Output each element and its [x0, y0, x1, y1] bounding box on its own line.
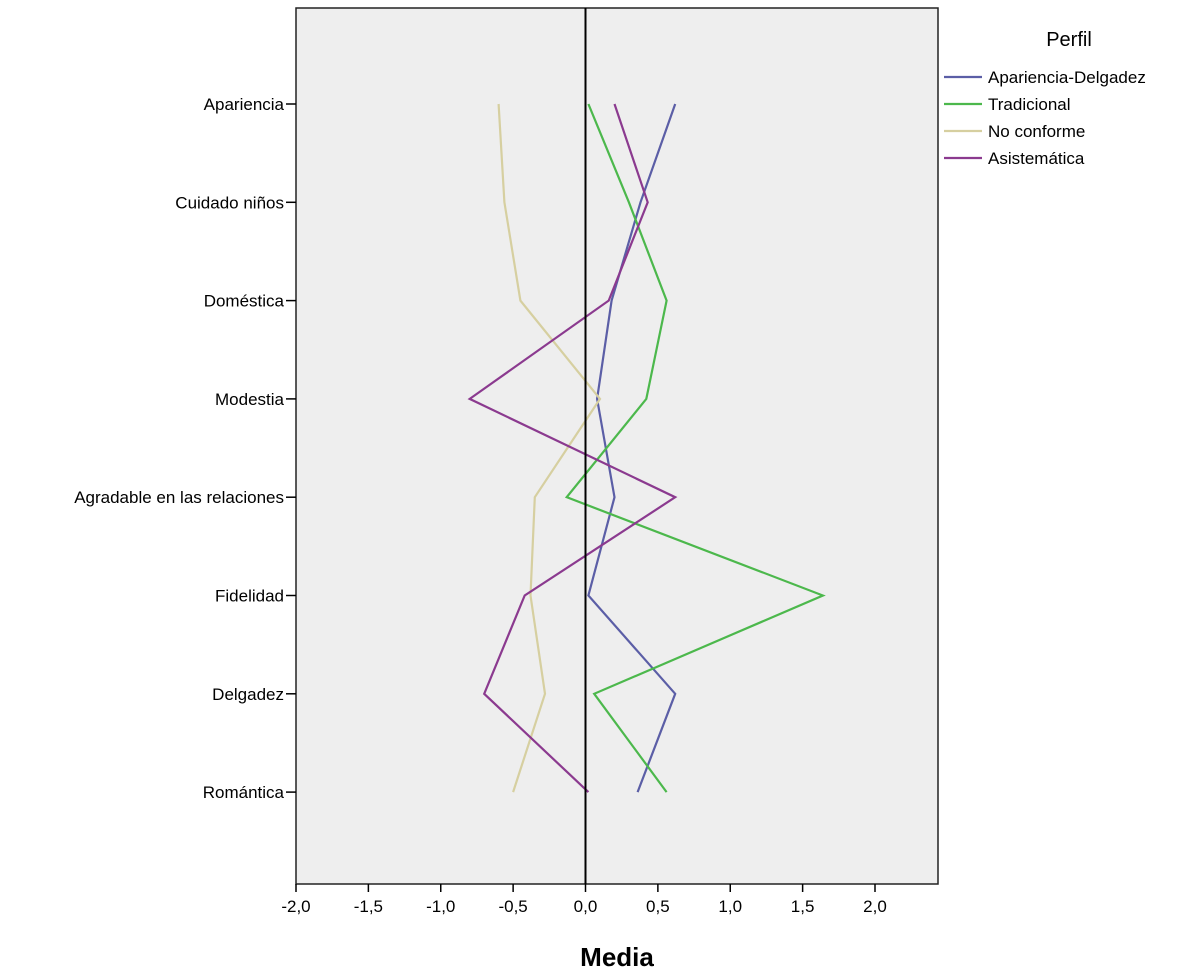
legend: Perfil Apariencia-Delgadez Tradicional No …: [944, 29, 1146, 168]
x-tick-label: 0,0: [574, 897, 598, 916]
x-tick-label: 1,5: [791, 897, 815, 916]
x-tick-label: -2,0: [281, 897, 310, 916]
category-axis: Apariencia Cuidado niños Doméstica Modestia…: [74, 95, 296, 802]
series-layer: [467, 103, 826, 793]
x-tick-label: -1,5: [354, 897, 383, 916]
series-line-asistem-tica: [467, 103, 678, 793]
legend-label: No conforme: [988, 122, 1085, 141]
x-tick-label: 2,0: [863, 897, 887, 916]
x-axis-title: Media: [580, 942, 654, 972]
x-axis: -2,0 -1,5 -1,0 -0,5 0,0 0,5 1,0 1,5 2,0: [281, 884, 887, 916]
category-label: Agradable en las relaciones: [74, 488, 284, 507]
x-tick-label: 0,5: [646, 897, 670, 916]
legend-label: Apariencia-Delgadez: [988, 68, 1146, 87]
plot-area: [295, 7, 939, 885]
category-label: Romántica: [203, 783, 285, 802]
legend-label: Asistemática: [988, 149, 1085, 168]
legend-label: Tradicional: [988, 95, 1071, 114]
category-label: Doméstica: [204, 292, 285, 311]
category-label: Apariencia: [204, 95, 285, 114]
x-tick-label: -0,5: [498, 897, 527, 916]
category-label: Fidelidad: [215, 587, 284, 606]
category-label: Modestia: [215, 390, 285, 409]
x-tick-label: 1,0: [718, 897, 742, 916]
x-tick-label: -1,0: [426, 897, 455, 916]
legend-title: Perfil: [1046, 29, 1092, 51]
series-line-tradicional: [564, 103, 826, 793]
series-line-no-conforme: [497, 103, 602, 793]
category-label: Cuidado niños: [175, 193, 284, 212]
category-label: Delgadez: [212, 685, 284, 704]
